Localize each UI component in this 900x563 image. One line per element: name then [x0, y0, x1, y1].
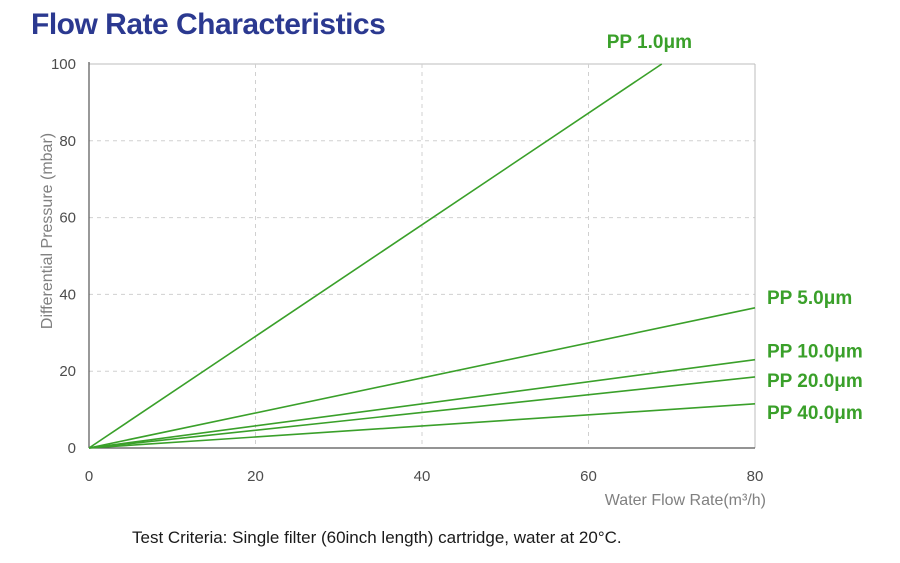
- series-lines: [88, 63, 756, 449]
- x-axis-label: Water Flow Rate(m³/h): [605, 492, 766, 509]
- series-label-5: PP 40.0μm: [767, 403, 863, 424]
- y-tick-label: 20: [59, 363, 76, 380]
- x-tick-label: 40: [414, 468, 431, 485]
- test-criteria-note: Test Criteria: Single filter (60inch len…: [132, 528, 622, 547]
- series-line-3: [88, 358, 756, 449]
- x-tick-label: 60: [580, 468, 597, 485]
- series-label-1: PP 1.0μm: [607, 32, 692, 53]
- axes: [88, 62, 755, 449]
- tick-labels: 0 20 40 60 80 100 0 20 40 60 80: [51, 56, 763, 485]
- series-label-4: PP 20.0μm: [767, 371, 863, 392]
- series-line-4: [88, 376, 756, 449]
- flow-rate-chart: 0 20 40 60 80 100 0 20 40 60 80 Water Flow Rate(m³…: [39, 32, 863, 509]
- x-tick-label: 0: [85, 468, 93, 485]
- series-line-1: [88, 63, 663, 449]
- series-label-2: PP 5.0μm: [767, 288, 852, 309]
- y-tick-label: 80: [59, 133, 76, 150]
- y-tick-label: 0: [68, 440, 76, 457]
- chart-title: Flow Rate Characteristics: [31, 8, 386, 41]
- y-tick-label: 100: [51, 56, 76, 73]
- y-axis-label: Differential Pressure (mbar): [39, 133, 56, 329]
- series-labels: PP 1.0μm PP 5.0μm PP 10.0μm PP 20.0μm PP 40.…: [607, 32, 863, 424]
- y-tick-label: 60: [59, 210, 76, 227]
- x-tick-label: 20: [247, 468, 264, 485]
- x-tick-label: 80: [747, 468, 764, 485]
- grid: [89, 63, 756, 448]
- series-line-2: [88, 307, 756, 449]
- series-line-5: [88, 403, 756, 449]
- series-label-3: PP 10.0μm: [767, 342, 863, 363]
- y-tick-label: 40: [59, 286, 76, 303]
